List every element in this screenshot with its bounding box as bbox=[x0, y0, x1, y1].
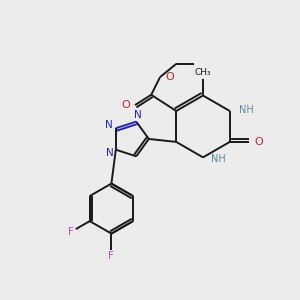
Text: F: F bbox=[68, 227, 74, 237]
Text: NH: NH bbox=[211, 154, 226, 164]
Text: O: O bbox=[121, 100, 130, 110]
Text: O: O bbox=[254, 137, 263, 147]
Text: F: F bbox=[109, 251, 114, 261]
Text: NH: NH bbox=[238, 104, 253, 115]
Text: N: N bbox=[134, 110, 142, 120]
Text: O: O bbox=[165, 72, 174, 82]
Text: N: N bbox=[106, 148, 114, 158]
Text: CH₃: CH₃ bbox=[195, 68, 211, 77]
Text: N: N bbox=[106, 120, 113, 130]
